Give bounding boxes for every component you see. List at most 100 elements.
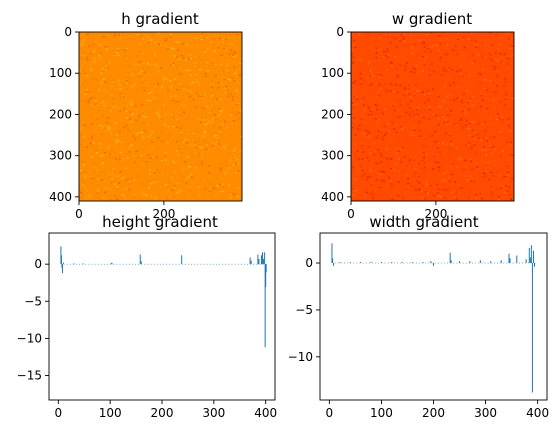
heatmap-pixel [147,40,150,42]
heatmap-pixel [126,105,129,107]
heatmap-pixel [482,138,485,140]
heatmap-pixel [469,175,472,177]
heatmap-pixel [495,34,498,36]
heatmap-pixel [238,74,241,76]
heatmap-pixel [448,147,451,149]
heatmap-pixel [83,170,86,173]
heatmap-pixel [453,195,456,198]
heatmap-pixel [232,193,235,195]
heatmap-pixel [405,111,407,114]
bar [181,255,183,265]
heatmap-pixel [421,197,424,199]
heatmap-pixel [390,83,393,85]
bar-tiny [103,263,105,265]
heatmap-pixel [418,189,421,191]
heatmap-pixel [505,79,507,81]
heatmap-pixel [98,54,100,57]
heatmap-pixel [217,190,220,193]
heatmap-pixel [102,79,105,81]
heatmap-pixel [154,172,157,174]
heatmap-pixel [136,113,138,115]
heatmap-pixel [108,61,110,63]
heatmap-pixel [440,74,443,76]
heatmap-pixel [181,189,184,192]
bar-tiny [468,262,470,264]
heatmap-pixel [369,84,372,86]
heatmap-pixel [453,123,456,125]
heatmap-pixel [511,45,513,47]
heatmap-pixel [390,158,393,160]
heatmap-pixel [366,178,369,181]
heatmap-pixel [386,90,389,92]
heatmap-pixel [202,119,205,121]
heatmap-pixel [502,127,504,130]
heatmap-pixel [112,106,115,109]
heatmap-pixel [397,158,400,161]
heatmap-pixel [371,71,374,74]
heatmap-pixel [128,151,131,153]
heatmap-pixel [439,39,442,41]
heatmap-pixel [126,130,129,133]
heatmap-pixel [369,193,372,195]
heatmap-pixel [377,134,380,137]
heatmap-pixel [389,42,392,45]
heatmap-pixel [81,160,84,163]
heatmap-pixel [167,124,170,126]
heatmap-pixel [509,181,512,183]
heatmap-pixel [355,156,358,158]
heatmap-pixel [375,83,378,85]
heatmap-pixel [196,178,199,180]
heatmap-pixel [375,179,378,181]
heatmap-pixel [470,121,473,123]
heatmap-pixel [175,111,178,113]
heatmap-pixel [183,160,186,162]
heatmap-pixel [383,181,385,183]
heatmap-pixel [186,156,189,158]
heatmap-pixel [233,51,236,54]
heatmap-pixel [232,164,235,166]
bar-tiny [434,262,436,264]
heatmap-pixel [223,77,226,79]
heatmap-pixel [410,185,413,187]
heatmap-pixel [374,118,377,120]
y-tick-label: 200 [321,107,344,121]
heatmap-pixel [473,121,476,124]
heatmap-pixel [481,176,483,178]
heatmap-pixel [161,86,164,88]
heatmap-pixel [351,126,354,129]
bar [261,255,263,265]
heatmap-pixel [108,175,111,177]
heatmap-pixel [178,83,181,85]
heatmap-pixel [424,51,427,53]
heatmap-pixel [394,160,397,163]
heatmap-pixel [196,169,199,171]
heatmap-pixel [218,114,221,117]
heatmap-pixel [164,123,167,125]
heatmap-pixel [221,183,224,185]
heatmap-pixel [184,69,187,72]
heatmap-pixel [210,41,213,43]
heatmap-pixel [496,66,499,68]
heatmap-pixel [147,187,150,189]
heatmap-pixel [152,154,155,157]
heatmap-pixel [106,49,109,51]
heatmap-pixel [400,125,403,128]
heatmap-pixel [127,77,130,79]
heatmap-pixel [83,186,86,188]
heatmap-pixel [237,102,240,105]
axes-frame [350,31,515,202]
heatmap-pixel [424,145,427,147]
heatmap-pixel [385,89,388,91]
heatmap-pixel [413,68,416,70]
heatmap-pixel [211,60,214,63]
heatmap-pixel [428,106,431,109]
heatmap-pixel [420,190,423,192]
heatmap-pixel [416,54,419,56]
heatmap-pixel [412,66,414,69]
heatmap-pixel [199,179,202,181]
heatmap-pixel [172,125,175,128]
heatmap-pixel [428,92,430,94]
heatmap-pixel [165,187,168,189]
heatmap-pixel [465,175,468,177]
heatmap-pixel [490,153,493,156]
